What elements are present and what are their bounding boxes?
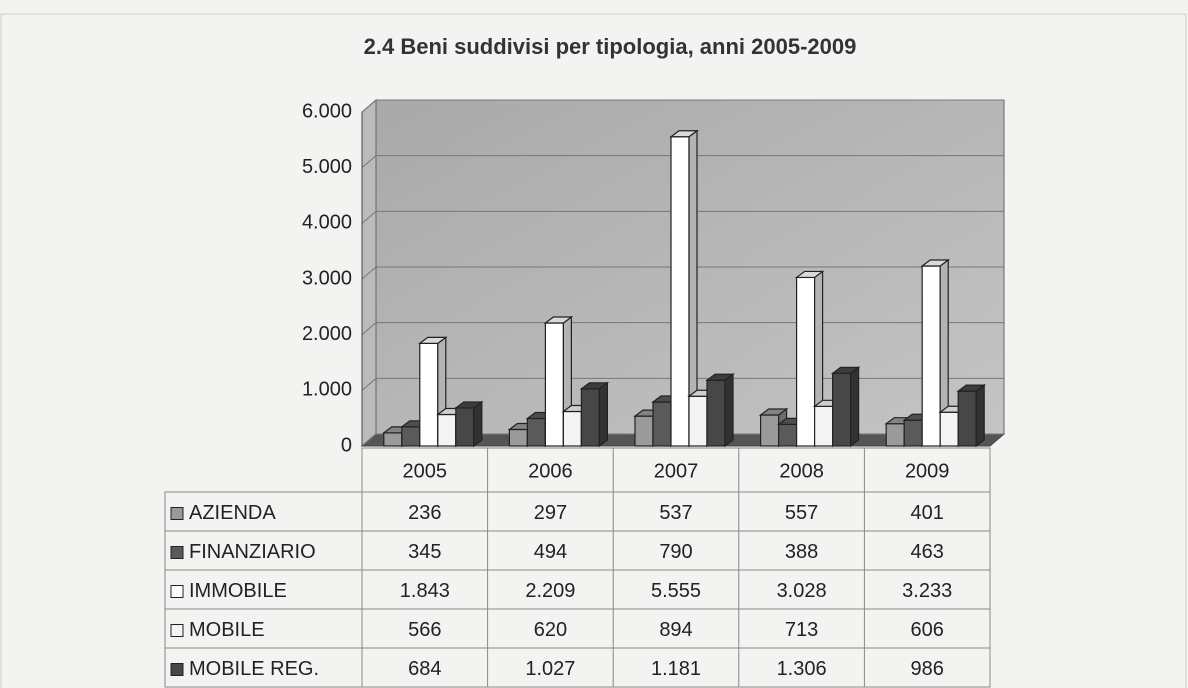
bar — [419, 342, 439, 447]
table-value: 986 — [911, 658, 944, 680]
y-tick-label: 1.000 — [302, 379, 352, 401]
table-value: 5.555 — [651, 580, 701, 602]
bar — [688, 395, 708, 447]
table-value: 345 — [408, 541, 441, 563]
y-tick-label: 3.000 — [302, 267, 352, 289]
table-value: 790 — [659, 541, 692, 563]
bar-side — [724, 373, 734, 448]
bar-top — [956, 384, 987, 392]
bar-side — [473, 400, 483, 448]
y-tick-label: 5.000 — [302, 156, 352, 178]
table-value: 566 — [408, 619, 441, 641]
bar — [455, 407, 475, 447]
y-tick-label: 2.000 — [302, 323, 352, 345]
legend-label: FINANZIARIO — [189, 541, 316, 563]
x-tick-label: 2008 — [779, 460, 824, 482]
table-value: 236 — [408, 502, 441, 524]
legend-swatch — [170, 546, 184, 559]
bar-top — [669, 130, 699, 138]
legend-label: AZIENDA — [189, 502, 276, 524]
table-value: 3.233 — [902, 580, 952, 602]
chart-title: 2.4 Beni suddivisi per tipologia, anni 2… — [364, 34, 857, 59]
table-value: 388 — [785, 541, 818, 563]
table-value: 494 — [534, 541, 567, 563]
bar — [508, 428, 528, 447]
x-tick-label: 2007 — [654, 460, 699, 482]
table-value: 401 — [911, 502, 944, 524]
table-value: 1.306 — [777, 658, 827, 680]
bar — [670, 136, 690, 447]
bar-top — [920, 259, 951, 267]
legend-swatch — [170, 624, 184, 637]
table-value: 1.027 — [525, 658, 575, 680]
bar-side — [849, 366, 860, 448]
bar — [831, 372, 852, 447]
legend-label: IMMOBILE — [189, 580, 287, 602]
table-value: 684 — [408, 658, 441, 680]
table-value: 557 — [785, 502, 818, 524]
bar-top — [453, 401, 484, 409]
legend-swatch — [170, 663, 184, 676]
bar — [957, 390, 977, 447]
x-tick-label: 2006 — [528, 460, 573, 482]
y-tick-label: 0 — [341, 434, 352, 456]
table-value: 537 — [659, 502, 692, 524]
bar — [885, 423, 905, 447]
table-value: 2.209 — [525, 580, 575, 602]
table-value: 1.843 — [400, 580, 450, 602]
x-tick-label: 2009 — [905, 460, 950, 482]
bar — [759, 414, 780, 447]
bar-top — [705, 373, 735, 381]
bar-top — [417, 336, 448, 345]
bar — [777, 423, 798, 447]
bar-side — [598, 381, 609, 448]
bar — [652, 401, 672, 447]
bar — [939, 411, 959, 447]
table-value: 297 — [534, 502, 567, 524]
table-value: 463 — [911, 541, 944, 563]
bar — [437, 413, 457, 447]
bar — [813, 405, 834, 447]
table-value: 3.028 — [777, 580, 827, 602]
x-tick-label: 2005 — [403, 460, 448, 482]
bar — [383, 432, 403, 447]
bar-top — [830, 366, 861, 374]
table-value: 606 — [911, 619, 944, 641]
bar-top — [543, 316, 574, 324]
bar — [580, 388, 601, 447]
legend-label: MOBILE — [189, 619, 265, 641]
table-value: 620 — [534, 619, 567, 641]
table-value: 894 — [659, 619, 692, 641]
y-tick-label: 4.000 — [302, 212, 352, 234]
bar — [903, 419, 923, 447]
grid-line — [361, 322, 1004, 336]
bar — [544, 322, 565, 447]
grid-line — [361, 99, 1004, 113]
bar-side — [975, 383, 985, 448]
bar — [562, 410, 583, 447]
legend-label: MOBILE REG. — [189, 658, 319, 680]
table-value: 1.181 — [651, 658, 701, 680]
bar — [634, 415, 654, 447]
bar — [526, 417, 547, 447]
bar — [401, 426, 421, 447]
y-tick-label: 6.000 — [302, 100, 352, 122]
grid-line — [361, 210, 1004, 224]
bar-top — [758, 408, 789, 416]
grid-line — [361, 266, 1004, 280]
bar — [706, 379, 726, 447]
legend-swatch — [170, 585, 184, 598]
bar — [795, 276, 816, 447]
grid-line — [361, 155, 1004, 169]
frame — [0, 13, 1187, 688]
bar-top — [794, 270, 825, 279]
legend-swatch — [170, 507, 184, 520]
bar-top — [579, 382, 610, 390]
bar — [921, 265, 941, 447]
grid-line — [361, 377, 1004, 391]
table-value: 713 — [785, 619, 818, 641]
